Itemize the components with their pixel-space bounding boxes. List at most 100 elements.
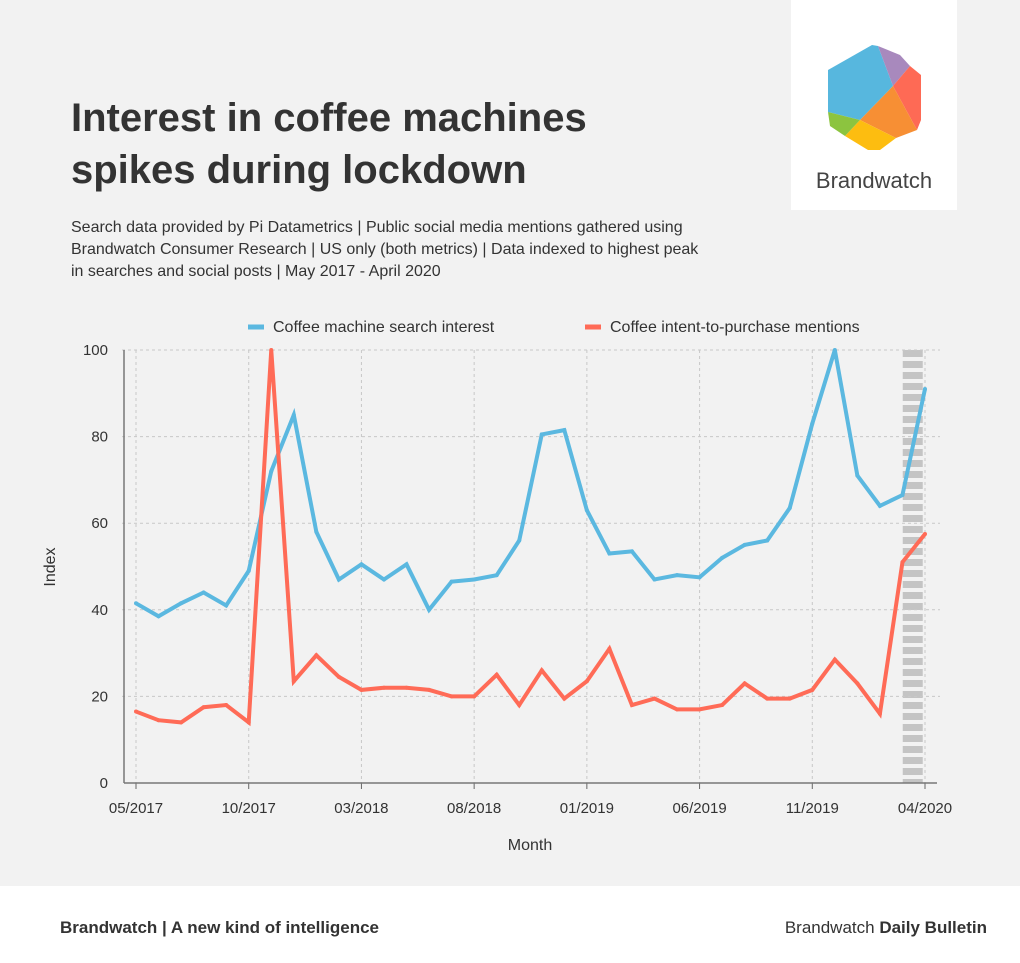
x-tick-label: 10/2017 — [222, 800, 276, 817]
y-tick-label: 40 — [91, 602, 108, 619]
data-point — [697, 575, 702, 580]
data-point — [855, 681, 860, 686]
data-point — [517, 703, 522, 708]
data-point — [923, 532, 927, 537]
y-axis-title: Index — [42, 547, 59, 586]
data-point — [156, 718, 161, 723]
data-point — [877, 503, 882, 508]
data-point — [923, 386, 927, 391]
footer-tagline: Brandwatch | A new kind of intelligence — [60, 918, 379, 937]
data-point — [652, 577, 657, 582]
x-tick-label: 01/2019 — [560, 800, 614, 817]
chart-title: Interest in coffee machines spikes durin… — [71, 96, 587, 192]
data-point — [291, 679, 296, 684]
data-point — [134, 601, 138, 606]
data-point — [246, 720, 251, 725]
x-tick-label: 11/2019 — [786, 800, 839, 817]
data-point — [675, 573, 680, 578]
data-point — [472, 694, 477, 699]
x-tick-label: 06/2019 — [672, 800, 726, 817]
logo-text: Brandwatch — [815, 168, 933, 193]
data-point — [269, 348, 274, 352]
data-point — [765, 696, 770, 701]
x-tick-label: 03/2018 — [334, 800, 388, 817]
data-point — [720, 703, 725, 708]
data-point — [381, 685, 386, 690]
data-point — [269, 469, 274, 474]
y-tick-label: 20 — [91, 688, 108, 705]
data-point — [314, 653, 319, 658]
data-point — [900, 560, 905, 565]
data-point — [810, 421, 815, 426]
x-tick-label: 05/2017 — [109, 800, 163, 817]
series-line-search-interest — [135, 349, 927, 619]
data-point — [336, 674, 341, 679]
data-point — [900, 493, 905, 498]
data-point — [787, 506, 792, 511]
data-point — [449, 694, 454, 699]
data-point — [539, 432, 544, 437]
data-point — [562, 696, 567, 701]
series-line-purchase-mentions — [135, 349, 927, 727]
data-point — [629, 703, 634, 708]
data-point — [201, 590, 206, 595]
legend-label: Coffee machine search interest — [273, 319, 495, 336]
data-point — [224, 703, 229, 708]
data-point — [246, 568, 251, 573]
data-point — [314, 529, 319, 534]
y-tick-label: 80 — [91, 429, 108, 446]
data-point — [539, 668, 544, 673]
line-chart: 0 20 40 60 80 100 05/2017 10/2017 03/2018 08/2018… — [42, 319, 952, 854]
data-point — [494, 672, 499, 677]
data-point — [291, 412, 296, 417]
data-point — [156, 614, 161, 619]
footer: Brandwatch | A new kind of intelligence … — [0, 886, 1020, 963]
data-point — [359, 687, 364, 692]
data-point — [224, 603, 229, 608]
data-point — [427, 607, 432, 612]
data-point — [877, 711, 882, 716]
data-point — [810, 687, 815, 692]
data-point — [336, 577, 341, 582]
y-tick-label: 100 — [83, 342, 108, 359]
data-point — [562, 428, 567, 433]
data-point — [517, 538, 522, 543]
data-point — [404, 685, 409, 690]
data-point — [742, 542, 747, 547]
data-point — [427, 687, 432, 692]
data-point — [720, 555, 725, 560]
footer-bulletin: Daily Bulletin — [879, 918, 987, 937]
data-point — [832, 657, 837, 662]
data-point — [742, 681, 747, 686]
data-point — [134, 709, 138, 714]
data-point — [359, 562, 364, 567]
y-tick-label: 60 — [91, 515, 108, 532]
data-point — [179, 601, 184, 606]
data-point — [787, 696, 792, 701]
chart-subtitle: Search data provided by Pi Datametrics |… — [71, 219, 699, 280]
data-point — [607, 551, 612, 556]
data-point — [765, 538, 770, 543]
data-point — [584, 679, 589, 684]
data-point — [697, 707, 702, 712]
x-tick-label: 08/2018 — [447, 800, 501, 817]
data-point — [832, 348, 837, 352]
footer-publication: Brandwatch Daily Bulletin — [785, 918, 987, 938]
y-tick-label: 0 — [100, 775, 108, 792]
data-point — [381, 577, 386, 582]
data-point — [855, 473, 860, 478]
data-point — [629, 549, 634, 554]
brandwatch-logo: Brandwatch — [791, 0, 957, 210]
data-point — [404, 562, 409, 567]
legend-label: Coffee intent-to-purchase mentions — [610, 319, 860, 336]
data-point — [494, 573, 499, 578]
footer-brand: Brandwatch — [784, 918, 880, 937]
hexagon-logo-icon — [828, 45, 921, 150]
data-point — [179, 720, 184, 725]
x-axis-title: Month — [508, 837, 552, 854]
data-point — [584, 508, 589, 513]
data-point — [675, 707, 680, 712]
data-point — [449, 579, 454, 584]
x-tick-label: 04/2020 — [898, 800, 952, 817]
data-point — [472, 577, 477, 582]
